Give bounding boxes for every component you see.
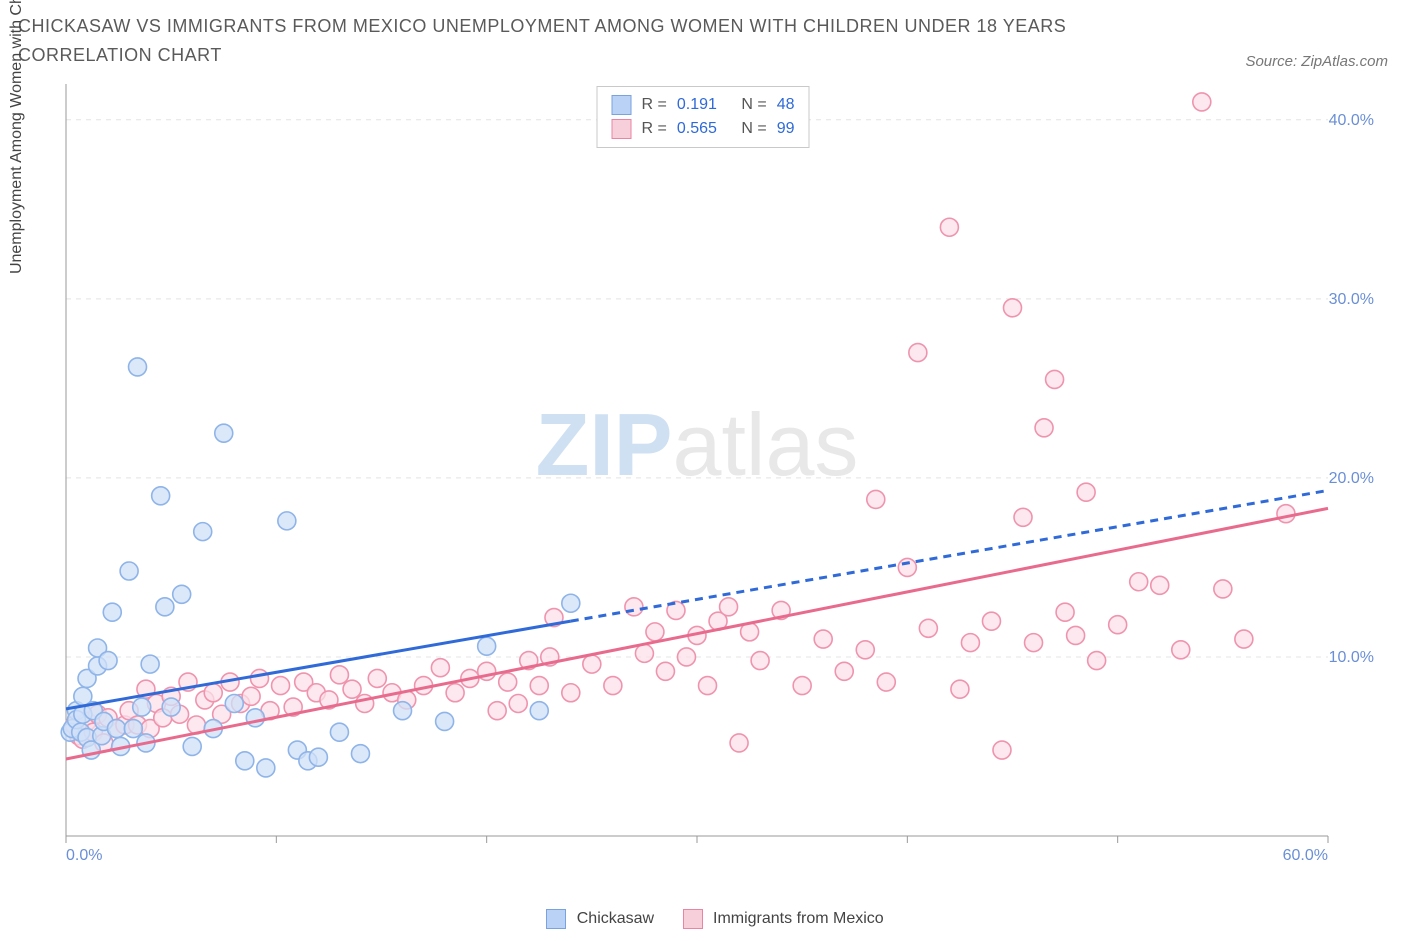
svg-text:20.0%: 20.0% <box>1329 469 1374 486</box>
r-value-mexico: 0.565 <box>677 117 717 141</box>
r-label: R = <box>642 117 667 141</box>
stats-row-chickasaw: R = 0.191 N = 48 <box>612 93 795 117</box>
swatch-mexico-icon <box>612 119 632 139</box>
r-value-chickasaw: 0.191 <box>677 93 717 117</box>
scatter-chart: 10.0% 20.0% 30.0% 40.0% 0.0% 60.0% ZIPatlas <box>18 78 1398 898</box>
stats-legend: R = 0.191 N = 48 R = 0.565 N = 99 <box>597 86 810 148</box>
y-axis-label: Unemployment Among Women with Children U… <box>8 0 26 274</box>
chart-title: CHICKASAW VS IMMIGRANTS FROM MEXICO UNEM… <box>18 12 1118 70</box>
n-value-chickasaw: 48 <box>777 93 795 117</box>
svg-text:40.0%: 40.0% <box>1329 111 1374 128</box>
legend-label-mexico: Immigrants from Mexico <box>713 910 884 927</box>
bottom-legend: Chickasaw Immigrants from Mexico <box>18 909 1388 929</box>
svg-text:0.0%: 0.0% <box>66 847 102 864</box>
svg-text:30.0%: 30.0% <box>1329 290 1374 307</box>
n-label: N = <box>741 117 766 141</box>
legend-label-chickasaw: Chickasaw <box>577 910 654 927</box>
n-label: N = <box>741 93 766 117</box>
svg-text:60.0%: 60.0% <box>1283 847 1328 864</box>
source-credit: Source: ZipAtlas.com <box>1245 53 1388 70</box>
legend-swatch-chickasaw-icon <box>546 909 566 929</box>
svg-text:ZIPatlas: ZIPatlas <box>536 395 859 494</box>
swatch-chickasaw-icon <box>612 95 632 115</box>
r-label: R = <box>642 93 667 117</box>
legend-swatch-mexico-icon <box>683 909 703 929</box>
n-value-mexico: 99 <box>777 117 795 141</box>
stats-row-mexico: R = 0.565 N = 99 <box>612 117 795 141</box>
chart-area: Unemployment Among Women with Children U… <box>18 78 1388 903</box>
svg-text:10.0%: 10.0% <box>1329 649 1374 666</box>
